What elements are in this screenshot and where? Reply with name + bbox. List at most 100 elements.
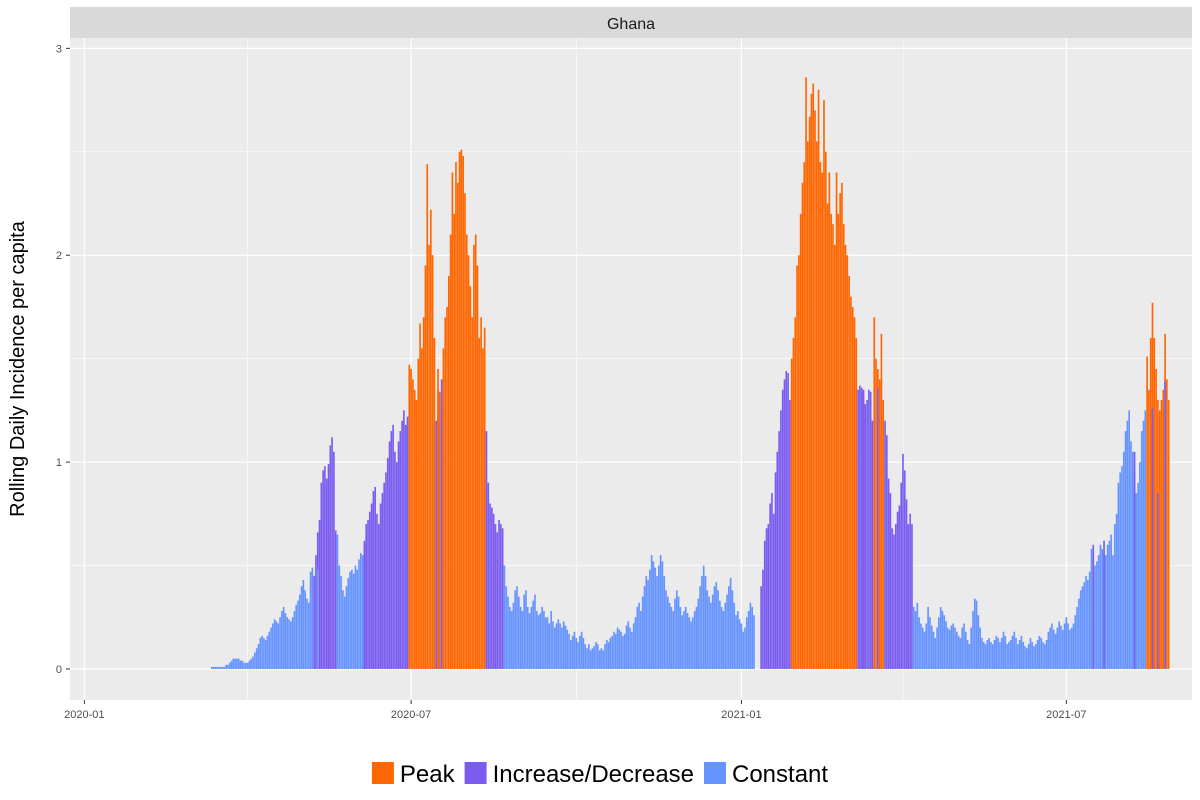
incidence-bar bbox=[254, 652, 256, 669]
incidence-bar bbox=[487, 482, 490, 669]
incidence-bar bbox=[447, 275, 450, 669]
incidence-bar bbox=[828, 172, 831, 669]
incidence-bar bbox=[704, 575, 707, 669]
incidence-bar bbox=[842, 224, 845, 669]
incidence-bar bbox=[803, 162, 806, 669]
incidence-bar bbox=[211, 666, 213, 669]
incidence-bar bbox=[264, 640, 267, 669]
incidence-bar bbox=[975, 600, 978, 669]
incidence-bar bbox=[1026, 648, 1028, 669]
incidence-bar bbox=[1024, 646, 1026, 669]
incidence-bar bbox=[957, 635, 960, 669]
incidence-bar bbox=[394, 451, 396, 669]
incidence-bar bbox=[844, 244, 847, 669]
incidence-bar bbox=[336, 534, 339, 669]
incidence-bar bbox=[483, 327, 486, 669]
incidence-bar bbox=[1137, 482, 1139, 669]
incidence-bar bbox=[304, 590, 306, 669]
incidence-bar bbox=[995, 635, 998, 669]
incidence-bar bbox=[539, 613, 542, 669]
incidence-bar bbox=[690, 621, 692, 669]
incidence-bar bbox=[814, 110, 816, 669]
incidence-bar bbox=[934, 637, 937, 669]
incidence-bar bbox=[765, 528, 768, 669]
incidence-bar bbox=[424, 265, 427, 669]
incidence-bar bbox=[896, 511, 899, 669]
incidence-bar bbox=[363, 540, 366, 669]
incidence-bar bbox=[751, 606, 753, 669]
incidence-bar bbox=[324, 466, 326, 669]
incidence-bar bbox=[973, 598, 976, 669]
incidence-bar bbox=[767, 524, 770, 669]
incidence-bar bbox=[805, 77, 807, 669]
incidence-bar bbox=[327, 464, 330, 669]
y-tick-label: 0 bbox=[56, 664, 62, 676]
incidence-bar bbox=[1002, 631, 1005, 669]
incidence-bar bbox=[514, 590, 517, 669]
incidence-bar bbox=[611, 635, 613, 669]
incidence-bar bbox=[575, 637, 578, 669]
incidence-bar bbox=[616, 627, 619, 669]
incidence-bar bbox=[1085, 575, 1087, 669]
incidence-bar bbox=[945, 621, 947, 669]
incidence-bar bbox=[898, 505, 901, 669]
incidence-bar bbox=[1083, 582, 1086, 669]
incidence-bar bbox=[1015, 637, 1017, 669]
incidence-bar bbox=[792, 337, 795, 669]
legend-item: Peak bbox=[371, 761, 456, 788]
incidence-bar bbox=[1040, 637, 1043, 669]
incidence-bar bbox=[693, 611, 696, 669]
incidence-bar bbox=[726, 594, 728, 669]
incidence-bar bbox=[270, 627, 272, 669]
incidence-bar bbox=[1020, 635, 1023, 669]
incidence-bar bbox=[1056, 627, 1059, 669]
incidence-bar bbox=[1067, 623, 1069, 669]
incidence-bar bbox=[923, 631, 926, 669]
incidence-bar bbox=[333, 451, 335, 669]
incidence-bar bbox=[544, 617, 547, 669]
incidence-bar bbox=[279, 617, 281, 669]
incidence-bar bbox=[774, 472, 777, 669]
y-tick-label: 2 bbox=[56, 250, 62, 262]
incidence-bar bbox=[530, 606, 533, 669]
incidence-bar bbox=[821, 172, 824, 669]
incidence-bar bbox=[595, 642, 597, 669]
incidence-bar bbox=[1113, 524, 1116, 669]
legend-swatch bbox=[704, 762, 726, 784]
incidence-bar bbox=[1117, 482, 1120, 669]
incidence-bar bbox=[1051, 623, 1053, 669]
incidence-bar bbox=[465, 234, 468, 669]
incidence-bar bbox=[622, 635, 624, 669]
incidence-bar bbox=[593, 646, 596, 669]
incidence-bar bbox=[562, 621, 565, 669]
incidence-bar bbox=[406, 416, 409, 669]
incidence-bar bbox=[799, 213, 802, 669]
incidence-bar bbox=[1076, 606, 1078, 669]
incidence-bar bbox=[789, 400, 791, 669]
incidence-bar bbox=[239, 660, 242, 669]
incidence-bar bbox=[584, 644, 587, 669]
incidence-bar bbox=[984, 644, 987, 669]
incidence-bar bbox=[1049, 627, 1051, 669]
incidence-bar bbox=[403, 410, 405, 669]
incidence-bar bbox=[864, 404, 867, 669]
incidence-bar bbox=[1027, 644, 1030, 669]
incidence-bar bbox=[297, 600, 299, 669]
incidence-bar bbox=[221, 666, 224, 669]
incidence-bar bbox=[306, 598, 308, 669]
incidence-bar bbox=[438, 391, 441, 669]
incidence-bar bbox=[320, 482, 323, 669]
incidence-bar bbox=[241, 660, 244, 669]
incidence-bar bbox=[656, 575, 658, 669]
incidence-bar bbox=[534, 594, 536, 669]
incidence-bar bbox=[431, 255, 434, 669]
incidence-bar bbox=[810, 93, 813, 669]
incidence-bar bbox=[298, 594, 301, 669]
incidence-bar bbox=[388, 441, 391, 669]
incidence-bar bbox=[921, 627, 924, 669]
incidence-bar bbox=[1070, 627, 1073, 669]
incidence-bar bbox=[528, 613, 531, 669]
incidence-bar bbox=[444, 317, 447, 669]
incidence-bar bbox=[273, 619, 276, 669]
